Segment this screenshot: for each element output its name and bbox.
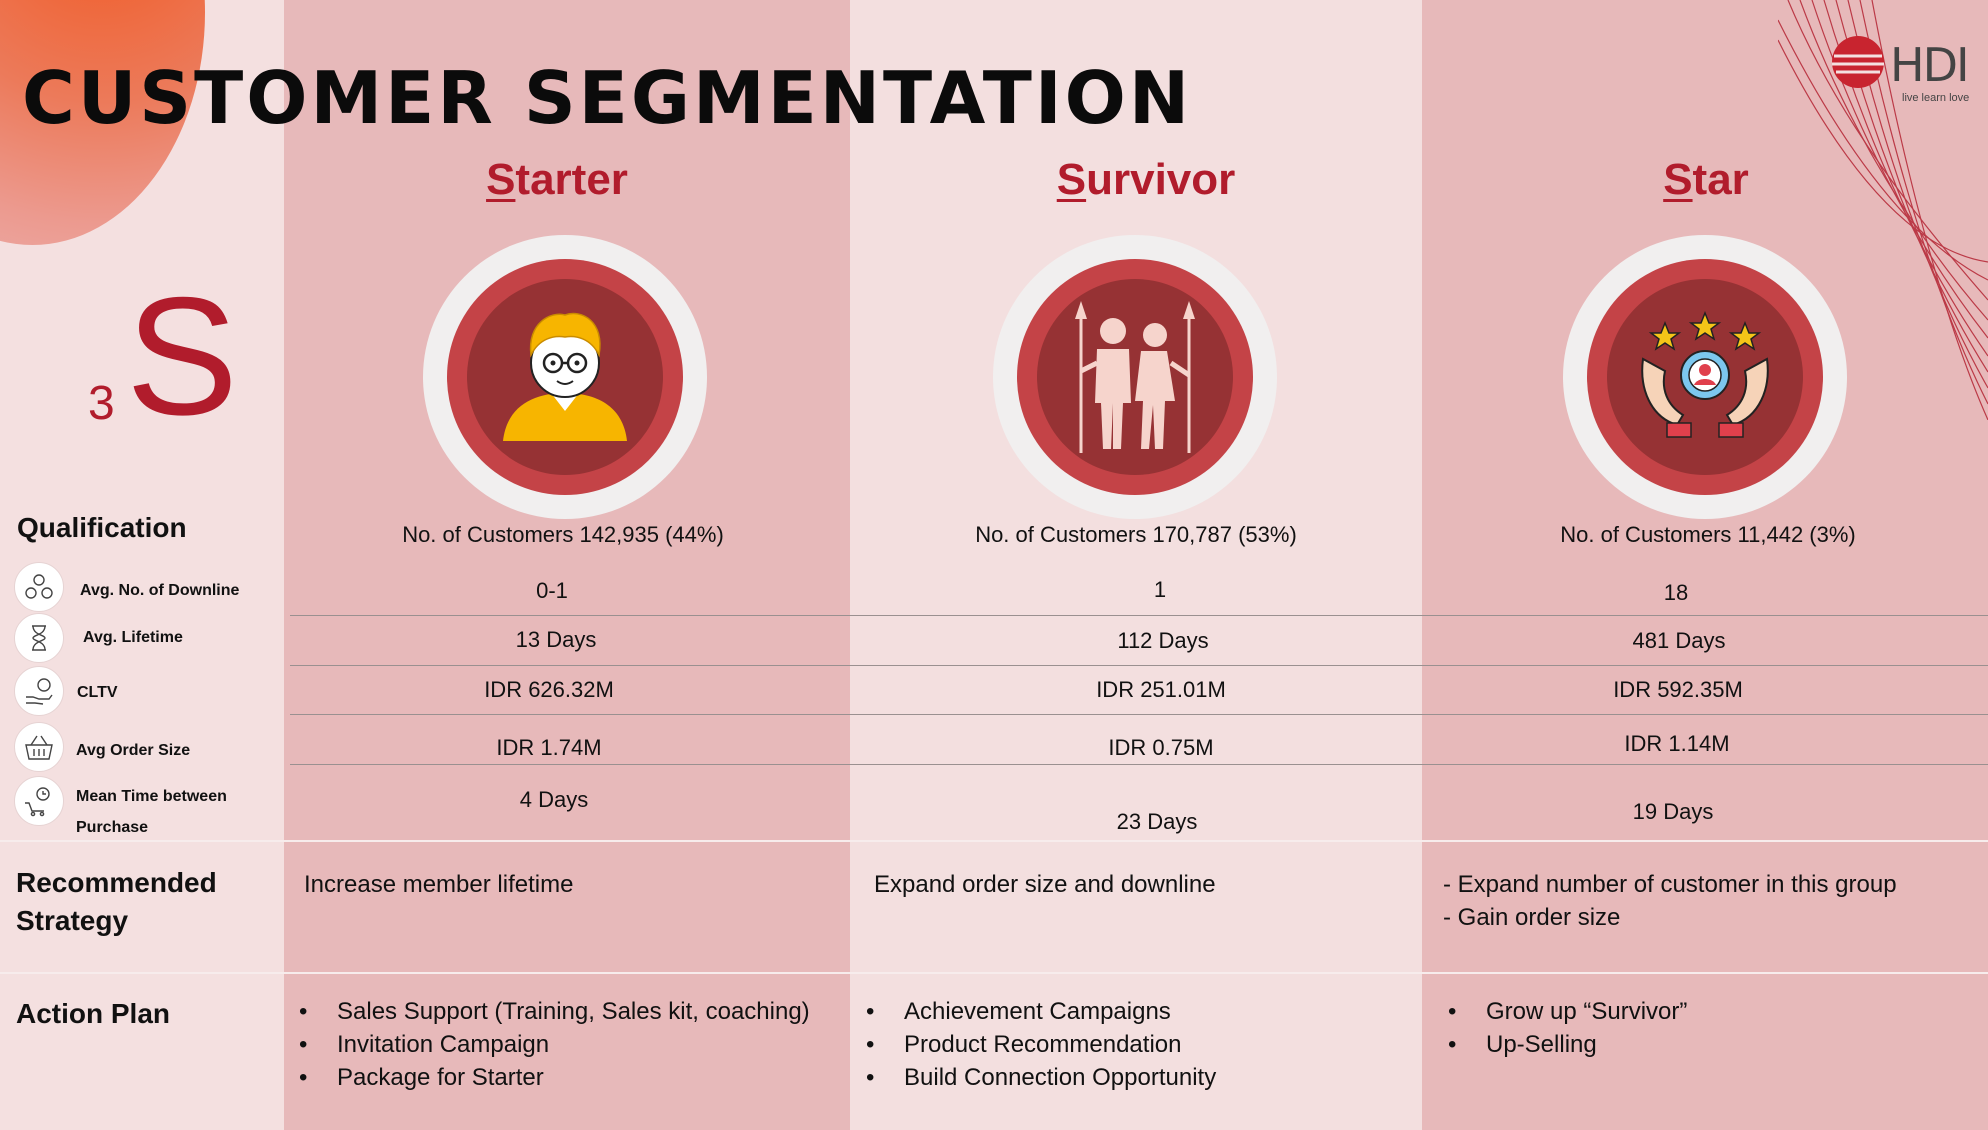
survivor-lifetime: 112 Days <box>1117 628 1209 653</box>
star-strategy: - Expand number of customer in this grou… <box>1443 871 1897 931</box>
qualification-heading: Qualification <box>17 512 187 543</box>
row-divider <box>290 714 1988 715</box>
star-lifetime: 481 Days <box>1632 628 1726 653</box>
hdi-logo-icon <box>1832 36 1884 88</box>
page-title: CUSTOMER SEGMENTATION <box>22 56 1193 140</box>
starter-downline: 0-1 <box>536 578 568 603</box>
list-item: Achievement Campaigns <box>866 995 1216 1028</box>
survivor-downline: 1 <box>1153 577 1167 602</box>
avg-downline-label: Avg. No. of Downline <box>80 582 240 599</box>
starter-action-list: Sales Support (Training, Sales kit, coac… <box>299 995 810 1094</box>
shopping-basket-icon <box>14 722 64 772</box>
avg-order-size-label: Avg Order Size <box>76 742 191 759</box>
survivor-cltv: IDR 251.01M <box>1096 677 1226 702</box>
list-item: Grow up “Survivor” <box>1448 995 1687 1028</box>
row-divider <box>290 615 1988 616</box>
mean-time-label-line2: Purchase <box>76 819 149 836</box>
survivor-couple-spears-icon <box>1075 301 1195 453</box>
section-divider <box>0 972 1988 974</box>
starter-strategy: Increase member lifetime <box>304 871 574 898</box>
starter-cltv: IDR 626.32M <box>484 677 614 702</box>
star-action-list: Grow up “Survivor” Up-Selling <box>1448 995 1687 1061</box>
list-item: Build Connection Opportunity <box>866 1061 1216 1094</box>
segment-title-starter: Starter <box>486 155 628 204</box>
brand-number: 3 <box>88 377 115 430</box>
brand-letter: S <box>126 262 239 450</box>
starter-lifetime: 13 Days <box>515 627 597 652</box>
starter-mean-time: 4 Days <box>519 787 589 812</box>
survivor-customer-count: No. of Customers 170,787 (53%) <box>975 522 1297 547</box>
recommended-strategy-heading: Recommended Strategy <box>16 867 217 936</box>
star-cltv: IDR 592.35M <box>1613 677 1743 702</box>
list-item: Package for Starter <box>299 1061 810 1094</box>
action-plan-heading: Action Plan <box>16 998 171 1029</box>
logo-tagline: live learn love <box>1902 92 1970 104</box>
survivor-order-size: IDR 0.75M <box>1108 735 1214 760</box>
mean-time-label-line1: Mean Time between <box>76 788 227 805</box>
survivor-strategy: Expand order size and downline <box>874 871 1216 898</box>
downline-icon <box>14 562 64 612</box>
star-avatar-disk <box>1563 235 1847 519</box>
young-person-icon <box>503 312 627 441</box>
list-item: Sales Support (Training, Sales kit, coac… <box>299 995 810 1028</box>
hand-money-icon <box>14 666 64 716</box>
star-mean-time: 19 Days <box>1632 799 1714 824</box>
survivor-mean-time: 23 Days <box>1116 809 1198 834</box>
cltv-label: CLTV <box>77 684 118 701</box>
starter-avatar-disk <box>423 235 707 519</box>
row-divider <box>290 665 1988 666</box>
star-customer-count: No. of Customers 11,442 (3%) <box>1560 522 1856 547</box>
avg-lifetime-label: Avg. Lifetime <box>83 629 183 646</box>
list-item: Invitation Campaign <box>299 1028 810 1061</box>
survivor-action-list: Achievement Campaigns Product Recommenda… <box>866 995 1216 1094</box>
row-divider <box>290 764 1988 765</box>
survivor-avatar-disk <box>993 235 1277 519</box>
hourglass-icon <box>14 613 64 663</box>
star-downline: 18 <box>1663 580 1689 605</box>
survivor-column-background <box>850 0 1422 1130</box>
hands-star-customer-icon <box>1641 310 1769 438</box>
starter-order-size: IDR 1.74M <box>496 735 602 760</box>
logo-name: HDI <box>1890 38 1970 92</box>
star-order-size: IDR 1.14M <box>1624 731 1730 756</box>
starter-customer-count: No. of Customers 142,935 (44%) <box>402 522 724 547</box>
starter-column-background <box>284 0 850 1130</box>
segment-title-star: Star <box>1663 155 1749 204</box>
segment-title-survivor: Survivor <box>1056 155 1236 204</box>
list-item: Product Recommendation <box>866 1028 1216 1061</box>
section-divider <box>0 840 1988 842</box>
list-item: Up-Selling <box>1448 1028 1687 1061</box>
cart-clock-icon <box>14 776 64 826</box>
